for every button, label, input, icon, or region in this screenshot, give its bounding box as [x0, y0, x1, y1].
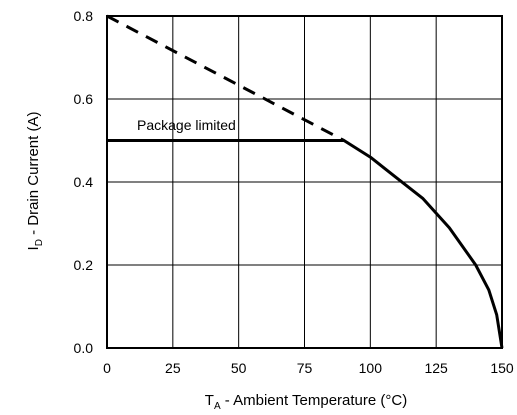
y-tick-label: 0.2: [74, 257, 94, 273]
x-tick-label: 100: [359, 360, 383, 376]
x-tick-label: 25: [165, 360, 181, 376]
x-tick-label: 150: [490, 360, 514, 376]
dashed-limit-line: [106, 14, 345, 142]
y-axis-label: ID - Drain Current (A): [25, 112, 45, 251]
y-tick-label: 0.4: [74, 174, 94, 190]
x-tick-label: 125: [424, 360, 448, 376]
x-tick-label: 0: [103, 360, 111, 376]
y-tick-label: 0.6: [74, 91, 94, 107]
y-tick-label: 0.0: [74, 340, 94, 356]
grid-lines: [106, 15, 503, 349]
x-tick-label: 50: [231, 360, 247, 376]
series-group: [106, 14, 504, 349]
x-axis-label: TA - Ambient Temperature (°C): [205, 392, 407, 412]
x-tick-labels: 0 25 50 75 100 125 150: [103, 360, 514, 376]
plot-frame: [106, 15, 503, 349]
derating-curve-line: [107, 139, 504, 349]
y-tick-label: 0.8: [74, 8, 94, 24]
x-tick-label: 75: [297, 360, 313, 376]
annotation-package-limited: Package limited: [137, 117, 236, 133]
y-tick-labels: 0.0 0.2 0.4 0.6 0.8: [74, 8, 94, 356]
